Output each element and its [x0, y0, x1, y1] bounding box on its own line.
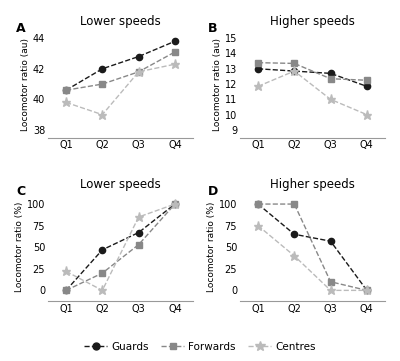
- Title: Higher speeds: Higher speeds: [270, 15, 355, 28]
- Text: D: D: [208, 185, 218, 198]
- Title: Lower speeds: Lower speeds: [80, 178, 161, 191]
- Y-axis label: Locomotor ratio (%): Locomotor ratio (%): [207, 202, 216, 292]
- Y-axis label: Locomotor ratio (au): Locomotor ratio (au): [21, 38, 30, 131]
- Legend: Guards, Forwards, Centres: Guards, Forwards, Centres: [80, 338, 320, 356]
- Title: Lower speeds: Lower speeds: [80, 15, 161, 28]
- Text: C: C: [16, 185, 25, 198]
- Text: A: A: [16, 22, 26, 35]
- Y-axis label: Locomotor ratio (%): Locomotor ratio (%): [15, 202, 24, 292]
- Title: Higher speeds: Higher speeds: [270, 178, 355, 191]
- Y-axis label: Locomotor ratio (au): Locomotor ratio (au): [213, 38, 222, 131]
- Text: B: B: [208, 22, 218, 35]
